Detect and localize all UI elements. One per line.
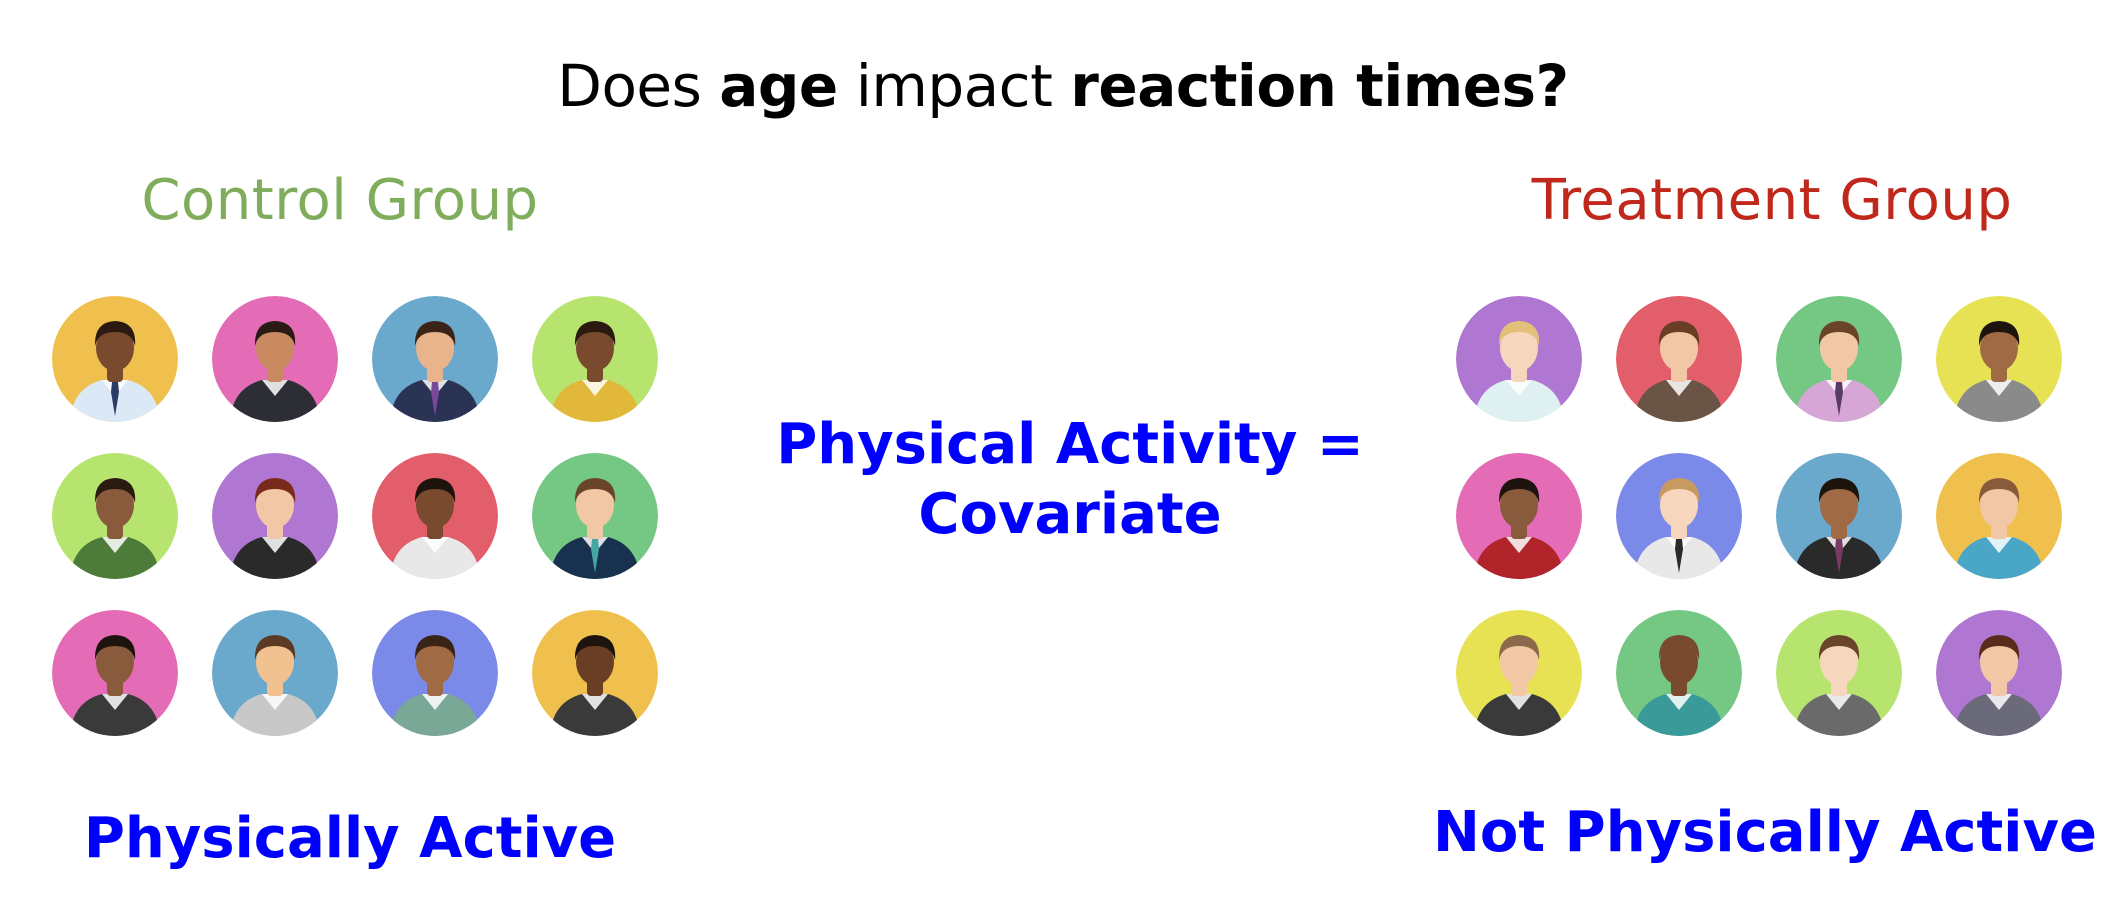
control-person-avatar (212, 453, 338, 579)
treatment-person-avatar (1776, 296, 1902, 422)
control-person-avatar (212, 296, 338, 422)
control-person-avatar (372, 610, 498, 736)
treatment-person-avatar (1936, 296, 2062, 422)
covariate-line-2: Covariate (918, 482, 1222, 547)
treatment-person-avatar (1776, 610, 1902, 736)
control-person-avatar (372, 453, 498, 579)
title-part-4: reaction times? (1070, 52, 1569, 120)
title-part-2: age (719, 52, 838, 120)
treatment-person-avatar (1456, 453, 1582, 579)
treatment-status: Not Physically Active (1433, 800, 2097, 865)
control-person-avatar (52, 453, 178, 579)
control-group-avatars (52, 296, 692, 756)
treatment-group-avatars (1456, 296, 2096, 756)
treatment-person-avatar (1616, 296, 1742, 422)
title-part-3: impact (837, 52, 1071, 120)
control-person-avatar (532, 610, 658, 736)
covariate-line-1: Physical Activity = (776, 412, 1364, 477)
control-person-avatar (52, 296, 178, 422)
treatment-person-avatar (1936, 453, 2062, 579)
control-person-avatar (532, 296, 658, 422)
treatment-person-avatar (1936, 610, 2062, 736)
treatment-person-avatar (1776, 453, 1902, 579)
control-status: Physically Active (83, 806, 617, 871)
covariate-label: Physical Activity = Covariate (720, 410, 1420, 550)
control-person-avatar (532, 453, 658, 579)
control-group-label: Control Group (141, 168, 539, 233)
control-person-avatar (212, 610, 338, 736)
treatment-person-avatar (1456, 296, 1582, 422)
treatment-person-avatar (1456, 610, 1582, 736)
control-person-avatar (372, 296, 498, 422)
title-part-1: Does (557, 52, 720, 120)
treatment-group-label: Treatment Group (1531, 168, 2013, 233)
treatment-person-avatar (1616, 453, 1742, 579)
control-person-avatar (52, 610, 178, 736)
treatment-person-avatar (1616, 610, 1742, 736)
page-title: Does age impact reaction times? (0, 52, 2126, 120)
